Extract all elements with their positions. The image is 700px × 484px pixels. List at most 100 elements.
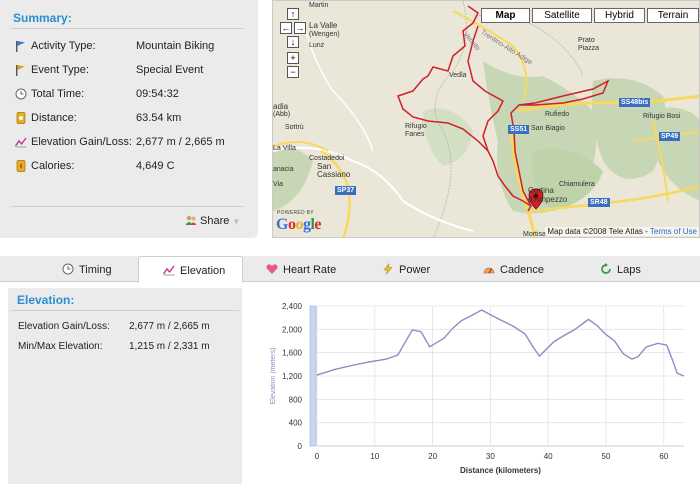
road-shield: SS48bis [619,98,651,107]
map-label: Lunz [309,42,325,49]
tab-power[interactable]: Power [382,256,430,282]
tab-label: Power [399,264,431,276]
x-tick-label: 0 [315,452,320,461]
tab-cadence[interactable]: Cadence [483,256,544,282]
pan-right-button[interactable]: → [294,22,306,34]
tab-elevation[interactable]: Elevation [138,256,243,283]
google-logo[interactable]: Google [276,216,322,233]
map-label: Via [273,181,283,188]
elevation-series-line [316,309,685,377]
y-axis-label: Elevation (meters) [270,348,277,405]
map-label: anacia [273,166,294,173]
map-label: Vedla [449,72,467,79]
summary-value: Mountain Biking [136,40,215,52]
clock-icon [62,263,74,275]
summary-value: Special Event [136,64,204,76]
elevation-minmax-row: Min/Max Elevation: 1,215 m / 2,331 m [18,341,210,352]
map-label: Cortina d'Ampezzo [528,186,568,204]
y-tick-label: 800 [289,395,303,404]
elevation-gain-loss-label: Elevation Gain/Loss: [18,321,110,332]
summary-label: Event Type: [31,64,89,76]
elevation-minmax-value: 1,215 m / 2,331 m [129,341,210,352]
x-tick-label: 60 [659,452,668,461]
map-label: San Cassiano [317,162,351,179]
summary-row-calories: Calories: 4,649 C [15,159,255,175]
summary-divider-bottom [11,206,244,207]
tab-laps[interactable]: Laps [600,256,641,282]
pan-left-button[interactable]: ← [280,22,292,34]
map-label: Mortisa [523,231,546,238]
map-label: San Biagio [531,125,565,132]
summary-value: 63.54 km [136,112,182,124]
tab-timing[interactable]: Timing [62,256,112,282]
map-label: Rifugio Fanes [405,123,427,138]
map-label: La Villa [273,145,296,152]
road-shield: SS51 [508,125,530,134]
x-tick-label: 20 [428,452,437,461]
tab-label: Heart Rate [283,264,337,276]
route-map[interactable]: ↑ ← → ↓ + − Map Satellite Hybrid Terrain… [272,0,700,238]
road-shield: SP49 [659,132,681,141]
summary-row-activity-type: Activity Type: Mountain Biking [15,39,255,55]
summary-row-event-type: Event Type: Special Event [15,63,255,79]
pan-down-button[interactable]: ↓ [287,36,299,48]
y-tick-label: 1,600 [282,349,303,358]
elevation-divider [11,310,239,311]
attribution-text: Map data ©2008 Tele Atlas - [547,227,648,236]
heart-icon [266,264,278,274]
road-shield: SP37 [335,186,357,195]
tab-label: Timing [79,264,112,276]
map-type-satellite-button[interactable]: Satellite [532,8,592,23]
summary-divider [11,28,244,29]
map-label: adia [273,102,289,111]
chart-range-handle[interactable] [309,305,317,447]
map-label: Rufiedo [545,111,570,118]
x-tick-label: 40 [544,452,553,461]
summary-label: Distance: [31,112,77,124]
summary-value: 4,649 C [136,160,175,172]
map-label: La Valle [309,21,338,30]
pan-up-button[interactable]: ↑ [287,8,299,20]
powered-by-label: POWERED BY [277,210,314,216]
y-tick-label: 2,000 [282,325,303,334]
tab-label: Cadence [500,264,545,276]
elevation-chart[interactable]: 0 400 800 1,200 1,600 2,000 2,400 0 10 20 30 40 50 6… [258,290,698,480]
share-label: Share [200,215,230,227]
map-label: (Abb) [273,111,291,118]
map-type-terrain-button[interactable]: Terrain [647,8,699,23]
zoom-in-button[interactable]: + [287,52,299,64]
map-label: Costadedoi [309,155,345,162]
y-tick-label: 1,200 [282,372,303,381]
tab-label: Laps [617,264,641,276]
clock-icon [15,88,27,100]
tab-label: Elevation [180,265,226,277]
map-type-map-button[interactable]: Map [481,8,530,23]
elevation-icon [163,265,175,276]
chevron-down-icon: ▼ [232,217,241,226]
laps-icon [601,263,611,274]
terms-of-use-link[interactable]: Terms of Use [649,227,697,236]
summary-value: 2,677 m / 2,665 m [136,136,225,148]
elevation-gain-loss-row: Elevation Gain/Loss: 2,677 m / 2,665 m [18,321,210,332]
tab-heart-rate[interactable]: Heart Rate [266,256,336,282]
map-canvas[interactable] [273,1,700,238]
map-attribution: Map data ©2008 Tele Atlas - Terms of Use [545,227,699,236]
map-label: (Wengen) [309,31,340,38]
share-button[interactable]: Share ▼ [185,214,240,227]
summary-row-total-time: Total Time: 09:54:32 [15,87,255,103]
summary-row-elevation: Elevation Gain/Loss: 2,677 m / 2,665 m [15,135,255,151]
summary-value: 09:54:32 [136,88,179,100]
calories-icon [16,160,26,172]
y-tick-label: 400 [289,419,303,428]
tab-bar: Timing Elevation Heart Rate Power Cadenc… [0,256,700,283]
chart-grid [316,305,684,447]
y-tick-label: 0 [298,442,303,451]
x-axis-ticks: 0 10 20 30 40 50 60 [315,452,669,461]
lightning-icon [383,263,393,275]
map-label: Martin [309,2,329,9]
map-type-hybrid-button[interactable]: Hybrid [594,8,645,23]
map-label: Prato Piazza [578,37,600,52]
summary-title: Summary: [13,11,72,25]
zoom-out-button[interactable]: − [287,66,299,78]
x-axis-label: Distance (kilometers) [460,466,541,475]
